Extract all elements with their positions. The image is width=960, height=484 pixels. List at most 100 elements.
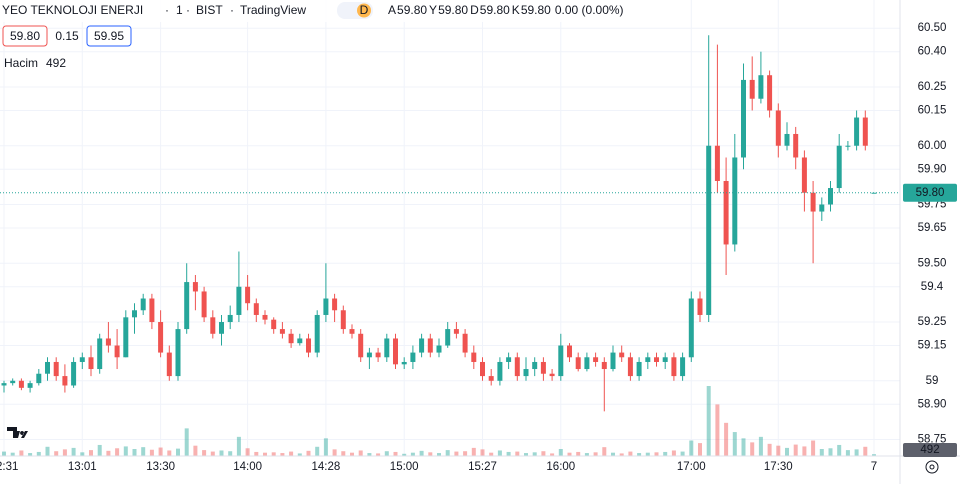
candle-body (132, 310, 137, 318)
y-tick-label: 59.50 (918, 257, 947, 269)
ohlc-key: K (512, 3, 520, 17)
interval: 1 (176, 3, 183, 17)
candle-body (219, 322, 224, 334)
volume-bar (619, 453, 624, 456)
candle-body (306, 338, 311, 353)
volume-bar (776, 445, 781, 456)
volume-bar (263, 452, 267, 456)
volume-bar (228, 451, 233, 456)
volume-bar (19, 450, 24, 456)
x-tick-label: 15:00 (390, 461, 419, 473)
volume-bar (584, 453, 589, 456)
volume-pane (2, 386, 876, 456)
volume-bar (706, 386, 711, 456)
candle-body (471, 352, 477, 362)
volume-bar (167, 450, 172, 456)
volume-bar (785, 447, 789, 456)
volume-bar (149, 449, 154, 456)
ohlc-value: 59.80 (521, 3, 551, 17)
volume-bar (106, 450, 111, 456)
candle-body (436, 345, 442, 353)
volume-bar (158, 447, 163, 456)
volume-bar (210, 451, 215, 456)
candle-body (79, 357, 85, 362)
volume-bar (384, 451, 389, 456)
volume-bar (750, 442, 755, 456)
volume-bar (332, 449, 337, 456)
candle-body (45, 361, 50, 374)
grid (0, 0, 900, 456)
volume-bar (132, 449, 137, 456)
candle-body (175, 329, 181, 377)
candle-body (332, 298, 338, 311)
volume-bar (437, 453, 441, 456)
volume-bar (837, 444, 842, 456)
volume-bar (480, 449, 485, 456)
candle-body (271, 319, 277, 330)
volume-bar (802, 446, 807, 456)
last-volume-box (903, 443, 957, 457)
candle-body (497, 361, 503, 381)
candle-body (349, 329, 355, 334)
volume-bar (854, 449, 859, 456)
candle-body (184, 282, 190, 330)
last-price-box (903, 183, 957, 202)
axes: 58.7558.905959.1559.2559.459.5059.6559.7… (0, 22, 957, 474)
candle-body (375, 352, 381, 358)
volume-bar (410, 452, 415, 456)
y-tick-label: 60.00 (918, 140, 947, 152)
ask-box[interactable] (86, 25, 132, 47)
volume-bar (872, 454, 876, 456)
candle-body (627, 357, 633, 377)
candle-body (688, 298, 694, 358)
candle-body (253, 303, 259, 315)
volume-bar (62, 449, 67, 456)
ask: 59.95 (94, 29, 124, 43)
candle-body (366, 352, 372, 358)
x-tick-label: 17:00 (677, 461, 706, 473)
badge-dot (357, 3, 371, 18)
candle-body (801, 157, 807, 193)
volume-bar (297, 453, 302, 456)
candle-body (697, 298, 703, 315)
ohlc-key: A (388, 3, 396, 17)
volume-bar (350, 452, 354, 456)
volume-bar (602, 447, 607, 456)
candle-body (810, 192, 816, 212)
volume-bar (489, 452, 494, 456)
volume-bar (671, 450, 676, 456)
volume-bar (454, 451, 459, 456)
volume-bar (306, 450, 311, 456)
volume-name: Hacim (4, 56, 38, 70)
volume-bar (715, 404, 720, 456)
settings-icon[interactable] (925, 460, 939, 474)
candle-body (288, 333, 294, 344)
volume-bar (567, 452, 572, 456)
volume-bar (236, 436, 241, 456)
volume-bar (506, 451, 511, 456)
candle-body (654, 357, 659, 362)
volume-bar (611, 452, 615, 456)
volume-bar (689, 440, 694, 456)
y-tick-label: 60.50 (918, 22, 947, 34)
volume-bar (2, 451, 6, 456)
volume-bar (767, 443, 772, 456)
volume-bar (515, 451, 520, 456)
candle-body (123, 317, 129, 358)
ohlc-value: 59.80 (438, 3, 468, 17)
separator: · (186, 3, 190, 17)
volume-bar (89, 450, 93, 456)
bid-box[interactable] (2, 25, 48, 47)
volume-bar (811, 440, 816, 456)
volume-bar (358, 450, 363, 456)
candle-body (419, 338, 425, 353)
candle-body (714, 145, 720, 181)
x-tick-label: 16:00 (546, 461, 575, 473)
candle-body (227, 314, 233, 323)
volume-bar (680, 451, 685, 456)
separator: · (230, 3, 234, 17)
candle-body (523, 369, 529, 377)
candle-body (662, 357, 668, 362)
x-tick-label: 7 (871, 461, 877, 473)
